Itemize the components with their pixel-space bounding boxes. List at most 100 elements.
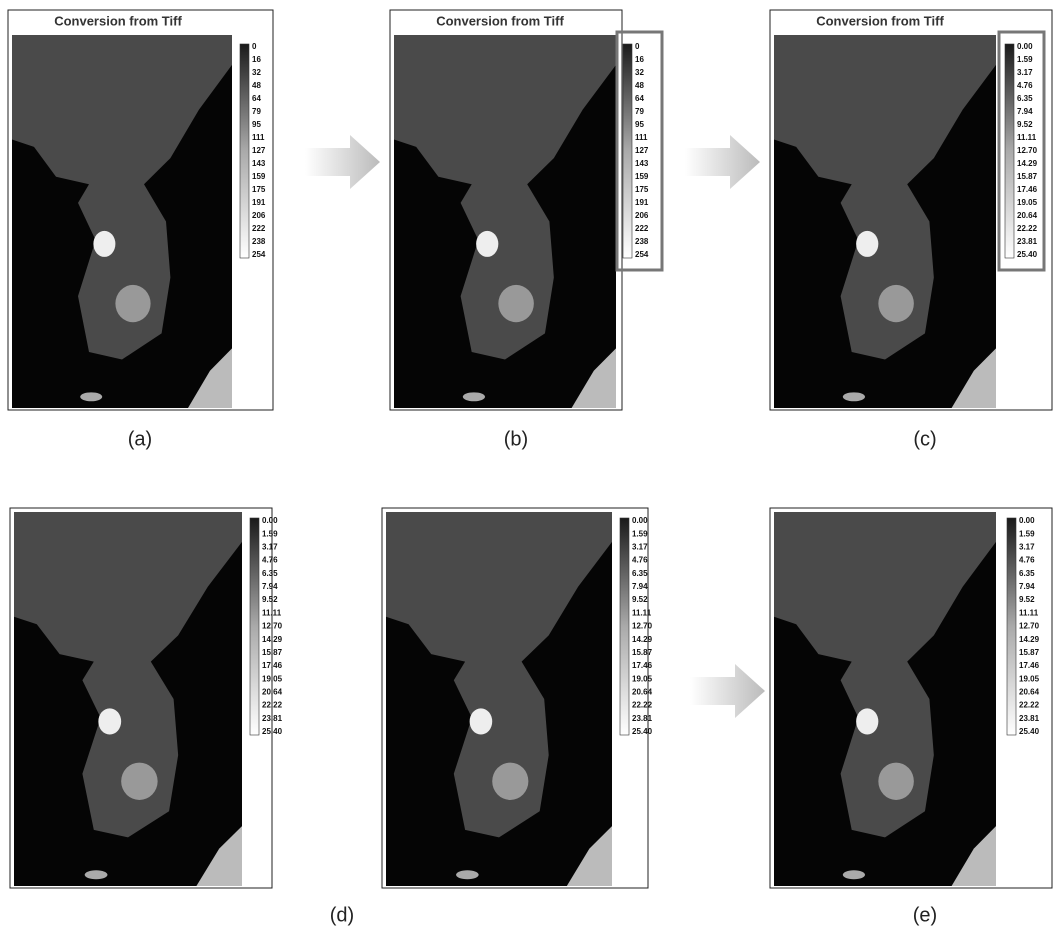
island — [463, 392, 485, 401]
legend-label: 17.46 — [632, 661, 653, 670]
legend-label: 254 — [252, 250, 266, 259]
legend-label: 20.64 — [632, 688, 653, 697]
legend-label: 19.05 — [632, 674, 653, 683]
legend-label: 1.59 — [1019, 529, 1035, 538]
legend-label: 23.81 — [1017, 237, 1038, 246]
panel-title: Conversion from Tiff — [54, 13, 182, 28]
legend-label: 11.11 — [632, 608, 652, 617]
legend-label: 6.35 — [632, 569, 648, 578]
legend-label: 22.22 — [632, 701, 653, 710]
city-lights — [98, 708, 121, 734]
city-lights — [498, 285, 534, 322]
legend-label: 32 — [635, 68, 644, 77]
legend-label: 79 — [252, 107, 261, 116]
caption: (e) — [913, 904, 937, 926]
arrow — [305, 135, 380, 189]
island — [843, 392, 865, 401]
legend-label: 15.87 — [1019, 648, 1040, 657]
legend-label: 48 — [252, 81, 261, 90]
island — [456, 870, 479, 879]
legend-label: 0.00 — [1019, 516, 1035, 525]
legend-label: 64 — [635, 94, 644, 103]
legend-label: 7.94 — [1017, 107, 1033, 116]
legend-label: 25.40 — [262, 727, 283, 736]
legend-label: 16 — [635, 55, 644, 64]
legend-label: 12.70 — [632, 622, 653, 631]
legend-label: 20.64 — [1017, 211, 1038, 220]
legend-label: 16 — [252, 55, 261, 64]
legend-label: 17.46 — [262, 661, 283, 670]
legend-label: 222 — [635, 224, 649, 233]
legend-label: 25.40 — [632, 727, 653, 736]
city-lights — [476, 231, 498, 257]
legend-label: 127 — [252, 146, 266, 155]
arrow — [685, 135, 760, 189]
city-lights — [121, 763, 157, 800]
legend-label: 3.17 — [262, 542, 278, 551]
legend-label: 143 — [252, 159, 266, 168]
legend-label: 79 — [635, 107, 644, 116]
legend-label: 175 — [635, 185, 649, 194]
legend-label: 14.29 — [262, 635, 283, 644]
legend-label: 111 — [252, 133, 265, 142]
legend-label: 9.52 — [262, 595, 278, 604]
legend-label: 25.40 — [1017, 250, 1038, 259]
legend-label: 32 — [252, 68, 261, 77]
legend-label: 6.35 — [1019, 569, 1035, 578]
legend-label: 15.87 — [262, 648, 283, 657]
legend-colorbar — [240, 44, 249, 258]
legend-colorbar — [1005, 44, 1014, 258]
legend-label: 14.29 — [1019, 635, 1040, 644]
legend-label: 254 — [635, 250, 649, 259]
legend-colorbar — [250, 518, 259, 735]
island — [85, 870, 108, 879]
legend-label: 25.40 — [1019, 727, 1040, 736]
city-lights — [856, 231, 878, 257]
legend-label: 3.17 — [1019, 542, 1035, 551]
legend-label: 19.05 — [262, 674, 283, 683]
legend-label: 14.29 — [1017, 159, 1038, 168]
city-lights — [492, 763, 528, 800]
legend-label: 1.59 — [262, 529, 278, 538]
legend-label: 6.35 — [262, 569, 278, 578]
legend-label: 12.70 — [1019, 622, 1040, 631]
legend-label: 22.22 — [1017, 224, 1038, 233]
island — [80, 392, 102, 401]
legend-label: 143 — [635, 159, 649, 168]
legend-label: 23.81 — [262, 714, 283, 723]
caption: (d) — [330, 904, 354, 926]
legend-colorbar — [620, 518, 629, 735]
legend-label: 159 — [252, 172, 266, 181]
legend-label: 19.05 — [1017, 198, 1038, 207]
city-lights — [878, 285, 914, 322]
legend-label: 0.00 — [262, 516, 278, 525]
legend-label: 191 — [252, 198, 266, 207]
legend-label: 4.76 — [1017, 81, 1033, 90]
legend-label: 95 — [252, 120, 261, 129]
legend-label: 238 — [635, 237, 649, 246]
city-lights — [878, 763, 914, 800]
arrow — [690, 664, 765, 718]
legend-label: 238 — [252, 237, 266, 246]
legend-label: 11.11 — [1017, 133, 1037, 142]
legend-label: 17.46 — [1019, 661, 1040, 670]
panel-title: Conversion from Tiff — [436, 13, 564, 28]
legend-label: 23.81 — [632, 714, 653, 723]
legend-label: 127 — [635, 146, 649, 155]
figure: (a) (b) (c) (d) (e) Conversion from Tiff… — [0, 0, 1053, 932]
legend-label: 12.70 — [262, 622, 283, 631]
city-lights — [93, 231, 115, 257]
legend-label: 206 — [252, 211, 266, 220]
legend-label: 3.17 — [1017, 68, 1033, 77]
legend-label: 7.94 — [632, 582, 648, 591]
legend-label: 159 — [635, 172, 649, 181]
legend-label: 11.11 — [1019, 608, 1039, 617]
legend-label: 7.94 — [1019, 582, 1035, 591]
legend-label: 15.87 — [632, 648, 653, 657]
legend-label: 9.52 — [1017, 120, 1033, 129]
caption: (c) — [913, 428, 936, 450]
legend-label: 19.05 — [1019, 674, 1040, 683]
legend-label: 4.76 — [1019, 556, 1035, 565]
legend-label: 12.70 — [1017, 146, 1038, 155]
legend-label: 20.64 — [262, 688, 283, 697]
